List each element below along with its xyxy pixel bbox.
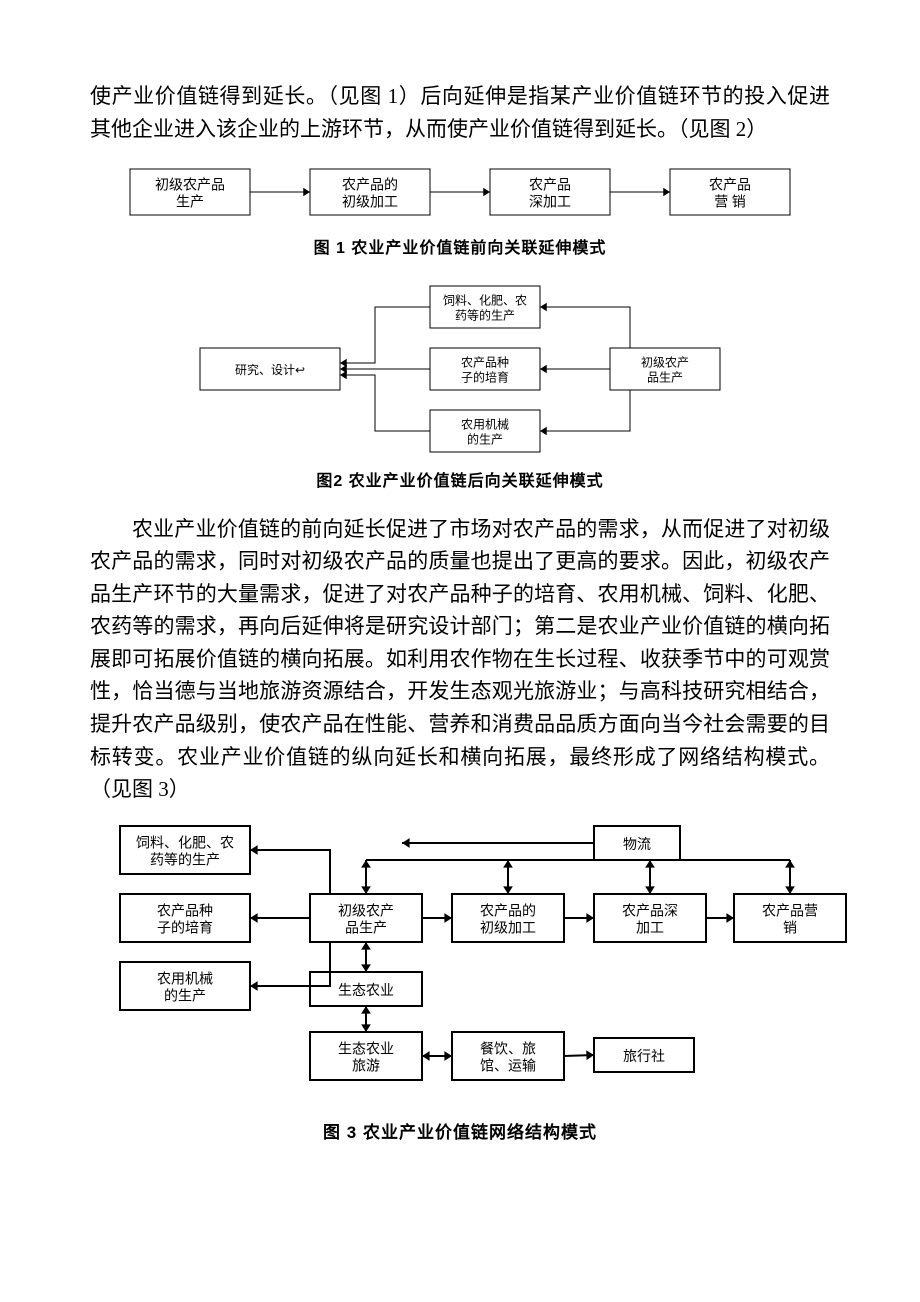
- svg-text:农产品的: 农产品的: [480, 903, 536, 919]
- figure-1-svg: 初级农产品生产农产品的初级加工农产品深加工农产品营 销: [90, 159, 830, 229]
- figure-2-caption: 图2 农业产业价值链后向关联延伸模式: [90, 470, 830, 495]
- svg-text:子的培育: 子的培育: [157, 920, 213, 936]
- svg-text:的生产: 的生产: [467, 431, 503, 446]
- svg-text:生态农业: 生态农业: [338, 983, 394, 999]
- svg-text:农产品: 农产品: [709, 178, 751, 194]
- figure-2: 研究、设计↩ 饲料、化肥、农药等的生产农产品种子的培育农用机械的生产 初级农产品生产: [90, 280, 830, 462]
- figure-2-svg: 研究、设计↩ 饲料、化肥、农药等的生产农产品种子的培育农用机械的生产 初级农产品生产: [160, 280, 760, 462]
- svg-text:饲料、化肥、农: 饲料、化肥、农: [136, 835, 234, 851]
- svg-text:品生产: 品生产: [647, 370, 683, 384]
- svg-text:农产品深: 农产品深: [622, 903, 678, 919]
- figure-3-caption: 图 3 农业产业价值链网络结构模式: [90, 1120, 830, 1146]
- svg-text:农产品种: 农产品种: [157, 903, 213, 919]
- svg-text:馆、运输: 馆、运输: [480, 1058, 536, 1074]
- figure-1: 初级农产品生产农产品的初级加工农产品深加工农产品营 销: [90, 159, 830, 229]
- svg-text:农用机械: 农用机械: [461, 416, 509, 431]
- svg-text:子的培育: 子的培育: [461, 369, 509, 384]
- svg-text:旅游: 旅游: [352, 1058, 380, 1074]
- svg-text:物流: 物流: [623, 837, 651, 853]
- svg-text:初级加工: 初级加工: [480, 919, 536, 936]
- figure-3-svg: 饲料、化肥、农药等的生产农产品种子的培育农用机械的生产 初级农产品生产 农产品的初级…: [90, 820, 870, 1100]
- svg-text:农产品的: 农产品的: [342, 178, 398, 194]
- paragraph-1: 使产业价值链得到延长。（见图 1）后向延伸是指某产业价值链环节的投入促进其他企业…: [90, 80, 830, 145]
- svg-text:农用机械: 农用机械: [157, 971, 213, 987]
- svg-text:初级加工: 初级加工: [342, 194, 398, 211]
- svg-text:药等的生产: 药等的生产: [455, 307, 515, 322]
- svg-text:深加工: 深加工: [529, 195, 571, 211]
- svg-text:销: 销: [783, 920, 797, 936]
- svg-text:的生产: 的生产: [164, 988, 206, 1004]
- svg-text:品生产: 品生产: [345, 920, 387, 936]
- svg-text:研究、设计↩: 研究、设计↩: [235, 362, 305, 377]
- svg-text:农产品: 农产品: [529, 178, 571, 194]
- svg-text:药等的生产: 药等的生产: [150, 851, 220, 868]
- figure-3: 饲料、化肥、农药等的生产农产品种子的培育农用机械的生产 初级农产品生产 农产品的初级…: [90, 820, 830, 1100]
- svg-text:农产品种: 农产品种: [461, 355, 509, 369]
- figure-1-caption: 图 1 农业产业价值链前向关联延伸模式: [90, 237, 830, 262]
- svg-text:农产品营: 农产品营: [762, 903, 818, 919]
- svg-text:生产: 生产: [176, 195, 204, 211]
- svg-text:初级农产: 初级农产: [338, 902, 394, 919]
- svg-text:旅行社: 旅行社: [623, 1049, 665, 1065]
- svg-text:生态农业: 生态农业: [338, 1041, 394, 1057]
- svg-text:饲料、化肥、农: 饲料、化肥、农: [443, 293, 527, 307]
- svg-text:餐饮、旅: 餐饮、旅: [480, 1041, 536, 1057]
- svg-text:营 销: 营 销: [714, 195, 746, 211]
- svg-text:初级农产: 初级农产: [641, 355, 689, 369]
- svg-text:加工: 加工: [636, 920, 664, 936]
- paragraph-2: 农业产业价值链的前向延长促进了市场对农产品的需求，从而促进了对初级农产品的需求，…: [90, 513, 830, 806]
- svg-text:初级农产品: 初级农产品: [155, 177, 225, 194]
